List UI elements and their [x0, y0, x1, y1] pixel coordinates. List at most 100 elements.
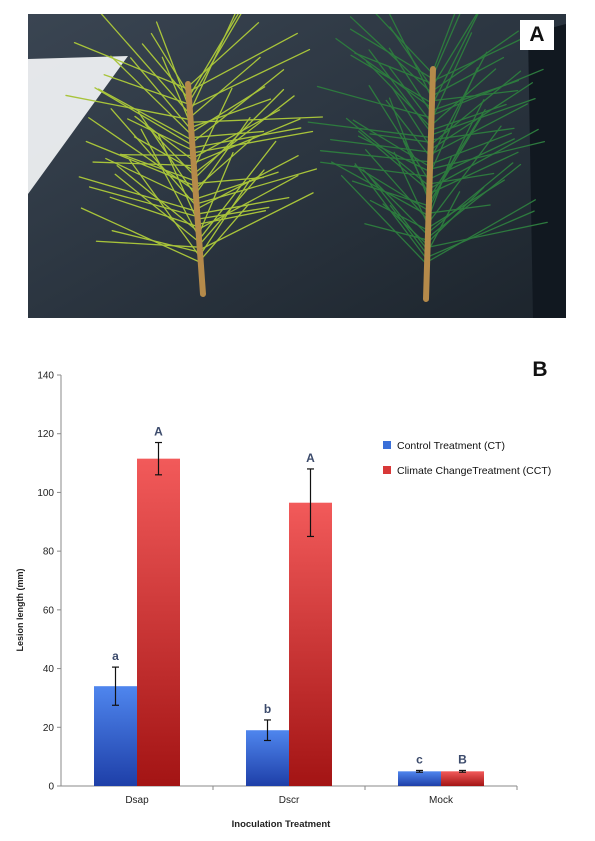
legend-label-cct: Climate ChangeTreatment (CCT) [397, 465, 551, 477]
pine-needle [364, 149, 430, 222]
pine-needle [199, 203, 250, 261]
pine-needle [109, 196, 199, 228]
lesion-length-bar-chart: 0 20 40 60 80 100 120 140 Dsap Dscr Mock a Ab Ac B Co… [15, 371, 551, 831]
pine-needle [189, 56, 261, 118]
pine-needle [161, 56, 192, 126]
pine-needle [105, 157, 198, 202]
pine-needle [195, 171, 279, 200]
pine-needle [369, 199, 429, 231]
pine-needle [134, 115, 195, 162]
pine-needle [340, 175, 428, 266]
panel-a-label: A [520, 20, 554, 50]
pine-needle [192, 130, 314, 154]
pine-needle [357, 135, 431, 173]
y-tick-label: 20 [43, 723, 55, 734]
pine-needle [191, 69, 285, 144]
significance-letter: a [112, 649, 119, 663]
pine-needle [428, 172, 495, 185]
pine-needle [114, 173, 200, 243]
pine-needle [430, 32, 473, 121]
pine-needle [354, 52, 434, 85]
x-tick-label: Dsap [125, 795, 149, 806]
x-tick-label: Dscr [279, 795, 300, 806]
pine-needle [191, 130, 265, 139]
pine-needle [197, 206, 270, 220]
y-tick-label: 120 [37, 429, 54, 440]
bar-cct-dscr [289, 502, 332, 786]
photo-edge-shadow [528, 24, 566, 318]
pine-needle [73, 41, 190, 90]
pine-needle [191, 127, 302, 149]
significance-letter: A [154, 425, 163, 439]
pine-needle [187, 32, 298, 93]
y-tick-label: 100 [37, 488, 54, 499]
pine-needle [110, 55, 193, 136]
pine-needle [198, 151, 234, 236]
pine-needle [350, 54, 433, 104]
pine-needle [368, 49, 432, 134]
pine-needle [431, 56, 505, 97]
pine-needle [155, 21, 191, 111]
pine-needle [307, 121, 432, 139]
pine-stem [185, 81, 206, 297]
y-axis-label: Lesion length (mm) [15, 568, 25, 651]
pine-needle [195, 168, 318, 205]
pine-shoots-photo [28, 14, 566, 318]
pine-needle [190, 116, 324, 123]
y-tick-label: 140 [37, 371, 54, 382]
pine-needle [88, 186, 199, 218]
significance-letter: A [306, 451, 315, 465]
pine-needle [430, 97, 536, 136]
pine-needle [94, 87, 194, 146]
pine-needle [387, 65, 433, 124]
pine-needle [197, 210, 267, 225]
pine-needle [319, 150, 431, 163]
pine-needle [427, 162, 514, 234]
significance-letter: c [416, 752, 423, 766]
pine-stem [423, 66, 436, 302]
photo-glare [28, 56, 128, 194]
pine-needle [97, 88, 193, 141]
pine-needle [78, 176, 198, 213]
pine-needle [349, 28, 434, 80]
pine-needle [157, 134, 199, 223]
pine-needle [111, 230, 201, 253]
pine-needle [335, 37, 433, 109]
pine-needle [427, 179, 505, 229]
pine-needle [426, 199, 536, 263]
pine-needle [430, 127, 515, 141]
pine-needle [430, 103, 507, 131]
bar-ct-mock [398, 771, 441, 786]
panel-a-photo [28, 14, 566, 318]
pine-needle [95, 240, 201, 248]
pine-needle [354, 165, 430, 212]
pine-needle [330, 161, 430, 217]
legend-swatch-cct [383, 466, 391, 474]
pine-needle [193, 95, 295, 174]
pine-needle [426, 191, 461, 253]
pine-needle [429, 103, 528, 156]
pine-needle [194, 135, 256, 190]
pine-needle [429, 140, 546, 170]
y-tick-label: 60 [43, 605, 55, 616]
pine-needle [358, 130, 430, 192]
pine-needle [100, 14, 191, 116]
pine-needle [351, 180, 430, 207]
pine-needle [190, 86, 266, 134]
pine-needle [430, 68, 544, 117]
pine-needle [199, 192, 314, 251]
pine-needle [103, 74, 191, 106]
pine-needle [140, 128, 200, 238]
pine-needle [365, 60, 432, 129]
pine-needle [110, 108, 198, 208]
pine-needle [429, 51, 488, 161]
y-tick-label: 40 [43, 664, 55, 675]
x-tick-label: Mock [429, 795, 454, 806]
pine-needle [150, 32, 190, 95]
significance-letter: b [264, 702, 271, 716]
pine-needle [349, 16, 433, 95]
pine-needle [330, 138, 432, 153]
bar-cct-mock [441, 771, 484, 786]
pine-needle [187, 22, 260, 88]
pine-needle [352, 119, 431, 168]
